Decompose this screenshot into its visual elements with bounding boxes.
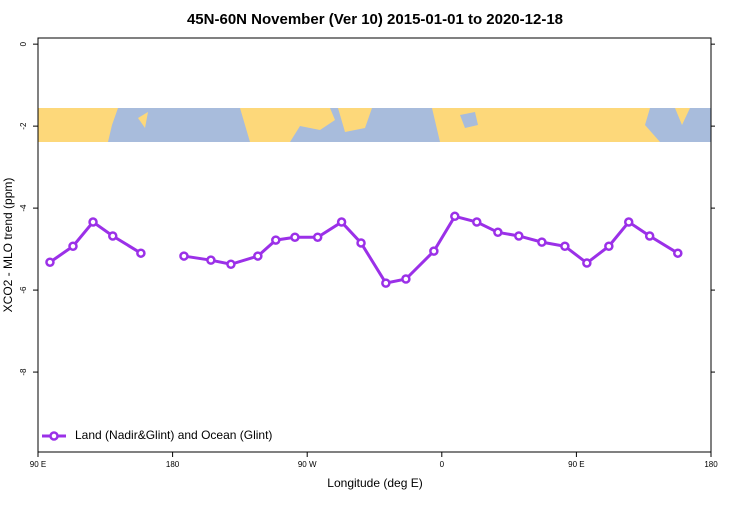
y-axis-label: XCO2 - MLO trend (ppm) — [1, 178, 15, 313]
plot-frame — [37, 37, 712, 453]
data-point — [271, 235, 281, 245]
x-tick-label: 0 — [440, 460, 445, 469]
data-point — [136, 248, 146, 258]
land — [108, 108, 118, 142]
data-point — [493, 227, 503, 238]
legend-marker — [49, 431, 59, 441]
data-point — [179, 251, 189, 261]
y-tick-label: -6 — [19, 286, 28, 294]
data-point — [582, 258, 592, 268]
x-axis-label: Longitude (deg E) — [327, 476, 422, 490]
data-point — [381, 278, 391, 288]
sea — [460, 112, 478, 128]
data-point — [88, 217, 98, 227]
land — [432, 108, 660, 142]
data-point — [226, 259, 236, 270]
y-tick-label: -2 — [19, 122, 28, 130]
chart-title: 45N-60N November (Ver 10) 2015-01-01 to … — [187, 11, 563, 28]
data-point — [108, 231, 118, 241]
x-tick-label: 180 — [166, 460, 180, 469]
data-point — [429, 246, 439, 256]
land — [240, 108, 335, 142]
data-point — [514, 231, 524, 241]
data-point — [537, 237, 547, 247]
data-point — [336, 217, 347, 227]
data-point — [312, 232, 323, 242]
data-point — [356, 238, 366, 248]
data-point — [206, 255, 216, 265]
legend-label: Land (Nadir&Glint) and Ocean (Glint) — [75, 428, 272, 442]
data-point — [290, 232, 300, 242]
land — [38, 108, 108, 142]
data-point — [560, 241, 570, 251]
data-point — [673, 248, 683, 258]
x-tick-label: 90 E — [568, 460, 584, 469]
land — [675, 108, 690, 125]
land — [338, 108, 372, 132]
map-band — [38, 108, 711, 142]
x-tick-label: 90 E — [30, 460, 46, 469]
data-point — [604, 241, 614, 251]
data-point — [450, 211, 460, 222]
land — [138, 112, 148, 128]
data-point — [623, 217, 634, 227]
data-point — [68, 241, 78, 251]
data-point — [644, 231, 655, 241]
data-point — [472, 217, 482, 227]
y-tick-label: -4 — [19, 204, 28, 212]
data-point — [45, 257, 55, 267]
x-tick-label: 180 — [704, 460, 718, 469]
data-point — [253, 251, 263, 261]
data-point — [401, 274, 411, 284]
y-tick-label: -8 — [19, 368, 28, 376]
y-tick-label: 0 — [19, 41, 28, 46]
series-line — [49, 214, 679, 285]
x-tick-label: 90 W — [298, 460, 317, 469]
